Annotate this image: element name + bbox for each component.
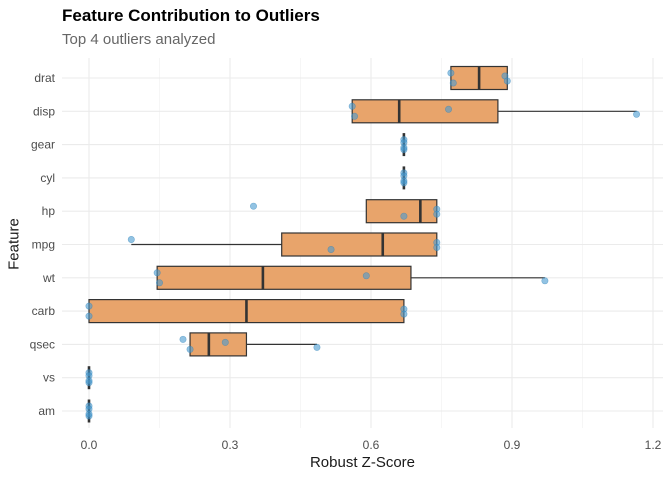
data-point-disp bbox=[348, 102, 356, 110]
y-tick-label: gear bbox=[31, 138, 55, 152]
x-tick-label: 1.2 bbox=[645, 438, 662, 452]
data-point-mpg bbox=[127, 236, 135, 244]
data-point-wt bbox=[156, 279, 164, 287]
data-point-hp bbox=[400, 212, 408, 220]
chart-title: Feature Contribution to Outliers bbox=[62, 6, 320, 25]
box-wt bbox=[156, 265, 412, 290]
y-tick-label: wt bbox=[42, 271, 56, 285]
y-tick-label: vs bbox=[43, 371, 55, 385]
data-point-qsec bbox=[221, 338, 229, 346]
box-mpg bbox=[281, 232, 438, 257]
data-point-drat bbox=[503, 77, 511, 85]
data-point-wt bbox=[153, 269, 161, 277]
y-tick-label: carb bbox=[32, 304, 56, 318]
data-point-qsec bbox=[186, 345, 194, 353]
y-tick-label: qsec bbox=[30, 337, 55, 351]
y-tick-label: am bbox=[38, 404, 55, 418]
box-disp bbox=[351, 99, 499, 124]
chart-subtitle: Top 4 outliers analyzed bbox=[62, 31, 216, 48]
x-tick-label: 0.0 bbox=[81, 438, 98, 452]
x-axis-title: Robust Z-Score bbox=[309, 454, 416, 471]
y-tick-label: disp bbox=[33, 104, 55, 118]
box-qsec bbox=[189, 332, 248, 357]
data-point-hp bbox=[433, 210, 441, 218]
data-point-mpg bbox=[433, 244, 441, 252]
data-point-cyl bbox=[400, 177, 408, 185]
data-point-wt bbox=[541, 277, 549, 285]
data-point-qsec bbox=[313, 343, 321, 351]
x-tick-label: 0.3 bbox=[222, 438, 239, 452]
data-point-carb bbox=[85, 302, 93, 310]
data-point-disp bbox=[351, 112, 359, 120]
data-point-drat bbox=[449, 79, 457, 87]
data-point-mpg bbox=[327, 246, 335, 254]
data-point-carb bbox=[85, 312, 93, 320]
box-layer bbox=[87, 65, 637, 423]
data-point-hp bbox=[250, 202, 258, 210]
x-tick-label: 0.9 bbox=[504, 438, 521, 452]
data-point-disp bbox=[633, 110, 641, 118]
tick-layer: 0.0 0.3 0.6 0.9 1.2 drat disp gear cyl hp mpg wt car… bbox=[30, 71, 662, 452]
y-tick-label: mpg bbox=[32, 238, 55, 252]
y-tick-label: hp bbox=[42, 204, 56, 218]
data-point-gear bbox=[400, 144, 408, 152]
point-layer bbox=[85, 69, 641, 420]
data-point-drat bbox=[447, 69, 455, 77]
data-point-disp bbox=[445, 105, 453, 113]
data-point-wt bbox=[362, 272, 370, 280]
y-tick-label: cyl bbox=[40, 171, 55, 185]
data-point-qsec bbox=[179, 335, 187, 343]
data-point-vs bbox=[85, 377, 93, 385]
y-tick-label: drat bbox=[34, 71, 55, 85]
data-point-am bbox=[85, 410, 93, 418]
data-point-carb bbox=[400, 310, 408, 318]
x-tick-label: 0.6 bbox=[363, 438, 380, 452]
box-hp bbox=[365, 199, 438, 224]
